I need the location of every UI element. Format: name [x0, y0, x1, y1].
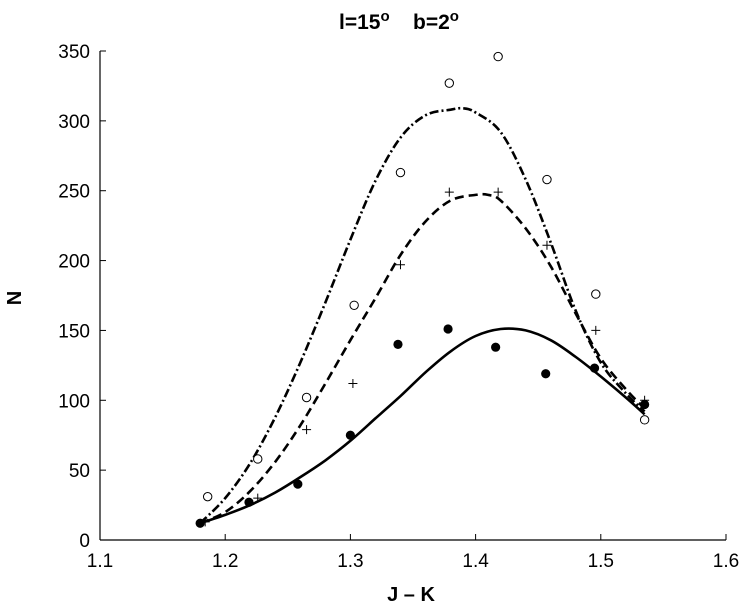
plot-area	[99, 51, 726, 541]
fit-curve-solid	[199, 327, 646, 525]
plus-point	[395, 260, 405, 270]
title-b-degree: o	[450, 8, 459, 25]
filled-circle-point	[293, 479, 303, 489]
filled-circle-point	[443, 324, 453, 334]
open-circle-point	[493, 51, 503, 62]
filled-circle-point	[244, 497, 254, 507]
y-tick-label: 200	[58, 252, 90, 273]
y-tick-label: 250	[58, 182, 90, 203]
open-circle-point	[349, 300, 359, 310]
y-tick-label: 100	[58, 391, 90, 412]
fit-curves	[199, 106, 646, 525]
x-tick-label: 1.5	[588, 551, 614, 572]
x-tick-label: 1.2	[212, 551, 238, 572]
plus-point	[444, 187, 454, 197]
filled-circle-point	[589, 363, 600, 373]
plus-point	[591, 325, 601, 335]
open-circle-point	[444, 78, 455, 88]
plus-point	[348, 379, 358, 389]
chart-title: l=15o b=2o	[339, 8, 459, 34]
title-gap	[390, 11, 413, 34]
fit-curve-dash-dot	[199, 106, 646, 525]
plus-point	[542, 240, 552, 250]
filled-circle-point	[640, 399, 650, 410]
y-axis-ticks: 0 50 100 150 200 250 300 350	[58, 42, 106, 552]
open-circle-point	[542, 174, 552, 185]
y-tick-label: 0	[79, 531, 90, 552]
fit-curve-dashed	[199, 192, 646, 525]
y-tick-label: 150	[58, 321, 90, 342]
filled-circle-point	[393, 339, 403, 349]
x-tick-label: 1.6	[713, 551, 739, 572]
plus-point	[302, 425, 312, 435]
y-tick-label: 50	[69, 461, 90, 482]
filled-circle-point	[541, 369, 551, 379]
title-b-label: b=2	[413, 11, 450, 34]
open-circle-point	[591, 289, 601, 299]
x-tick-label: 1.3	[337, 551, 363, 572]
open-circle-point	[202, 491, 213, 502]
title-l-label: l=15	[339, 11, 381, 34]
title-l-degree: o	[381, 8, 390, 25]
y-tick-label: 350	[58, 42, 90, 63]
filled-circle-point	[491, 342, 501, 352]
plus-point	[493, 187, 503, 197]
x-axis-label: J – K	[387, 584, 435, 606]
y-tick-label: 300	[58, 112, 90, 133]
y-axis-label: N	[4, 291, 26, 305]
filled-circle-point	[195, 518, 205, 528]
open-circle-point	[301, 392, 312, 403]
x-axis-ticks: 1.1 1.2 1.3 1.4 1.5 1.6	[87, 534, 739, 572]
x-tick-label: 1.1	[87, 551, 113, 572]
open-circle-point	[395, 167, 406, 178]
data-points	[195, 51, 650, 528]
plus-point	[253, 493, 263, 503]
filled-circle-point	[345, 430, 355, 440]
open-circle-point	[639, 415, 650, 425]
open-circle-point	[253, 454, 263, 464]
x-tick-label: 1.4	[462, 551, 489, 572]
